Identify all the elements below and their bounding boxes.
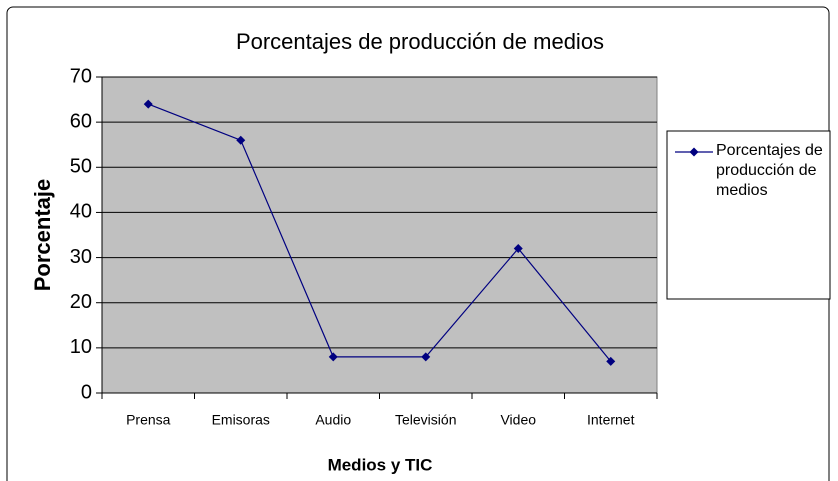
legend-label: Porcentajes de producción de medios [716, 142, 823, 199]
x-tick-label: Internet [587, 412, 635, 428]
y-tick-label: 50 [70, 156, 92, 178]
y-tick-label: 30 [70, 246, 92, 268]
x-tick-label: Emisoras [212, 412, 270, 428]
y-tick-label: 60 [70, 110, 92, 132]
series-line [148, 103, 612, 362]
y-tick-label: 10 [70, 336, 92, 358]
plot-area [101, 76, 658, 394]
data-point [143, 99, 153, 109]
data-point [421, 352, 431, 362]
data-point [513, 244, 523, 254]
legend-marker [689, 147, 699, 157]
x-tick-label: Televisión [395, 412, 456, 428]
data-point [236, 135, 246, 145]
y-axis-label: Porcentaje [30, 179, 55, 292]
y-tick-label: 40 [70, 201, 92, 223]
y-tick-label: 20 [70, 291, 92, 313]
chart-title: Porcentajes de producción de medios [236, 29, 604, 54]
data-point [606, 356, 616, 366]
legend-box [666, 130, 831, 300]
data-point [328, 352, 338, 362]
y-tick-label: 70 [70, 65, 92, 87]
legend-entry: Porcentajes de producción de medios [716, 142, 823, 199]
x-axis-label: Medios y TIC [328, 455, 433, 474]
y-tick-label: 0 [81, 381, 92, 403]
x-tick-label: Video [500, 412, 536, 428]
x-tick-label: Prensa [126, 412, 171, 428]
x-tick-label: Audio [315, 412, 351, 428]
